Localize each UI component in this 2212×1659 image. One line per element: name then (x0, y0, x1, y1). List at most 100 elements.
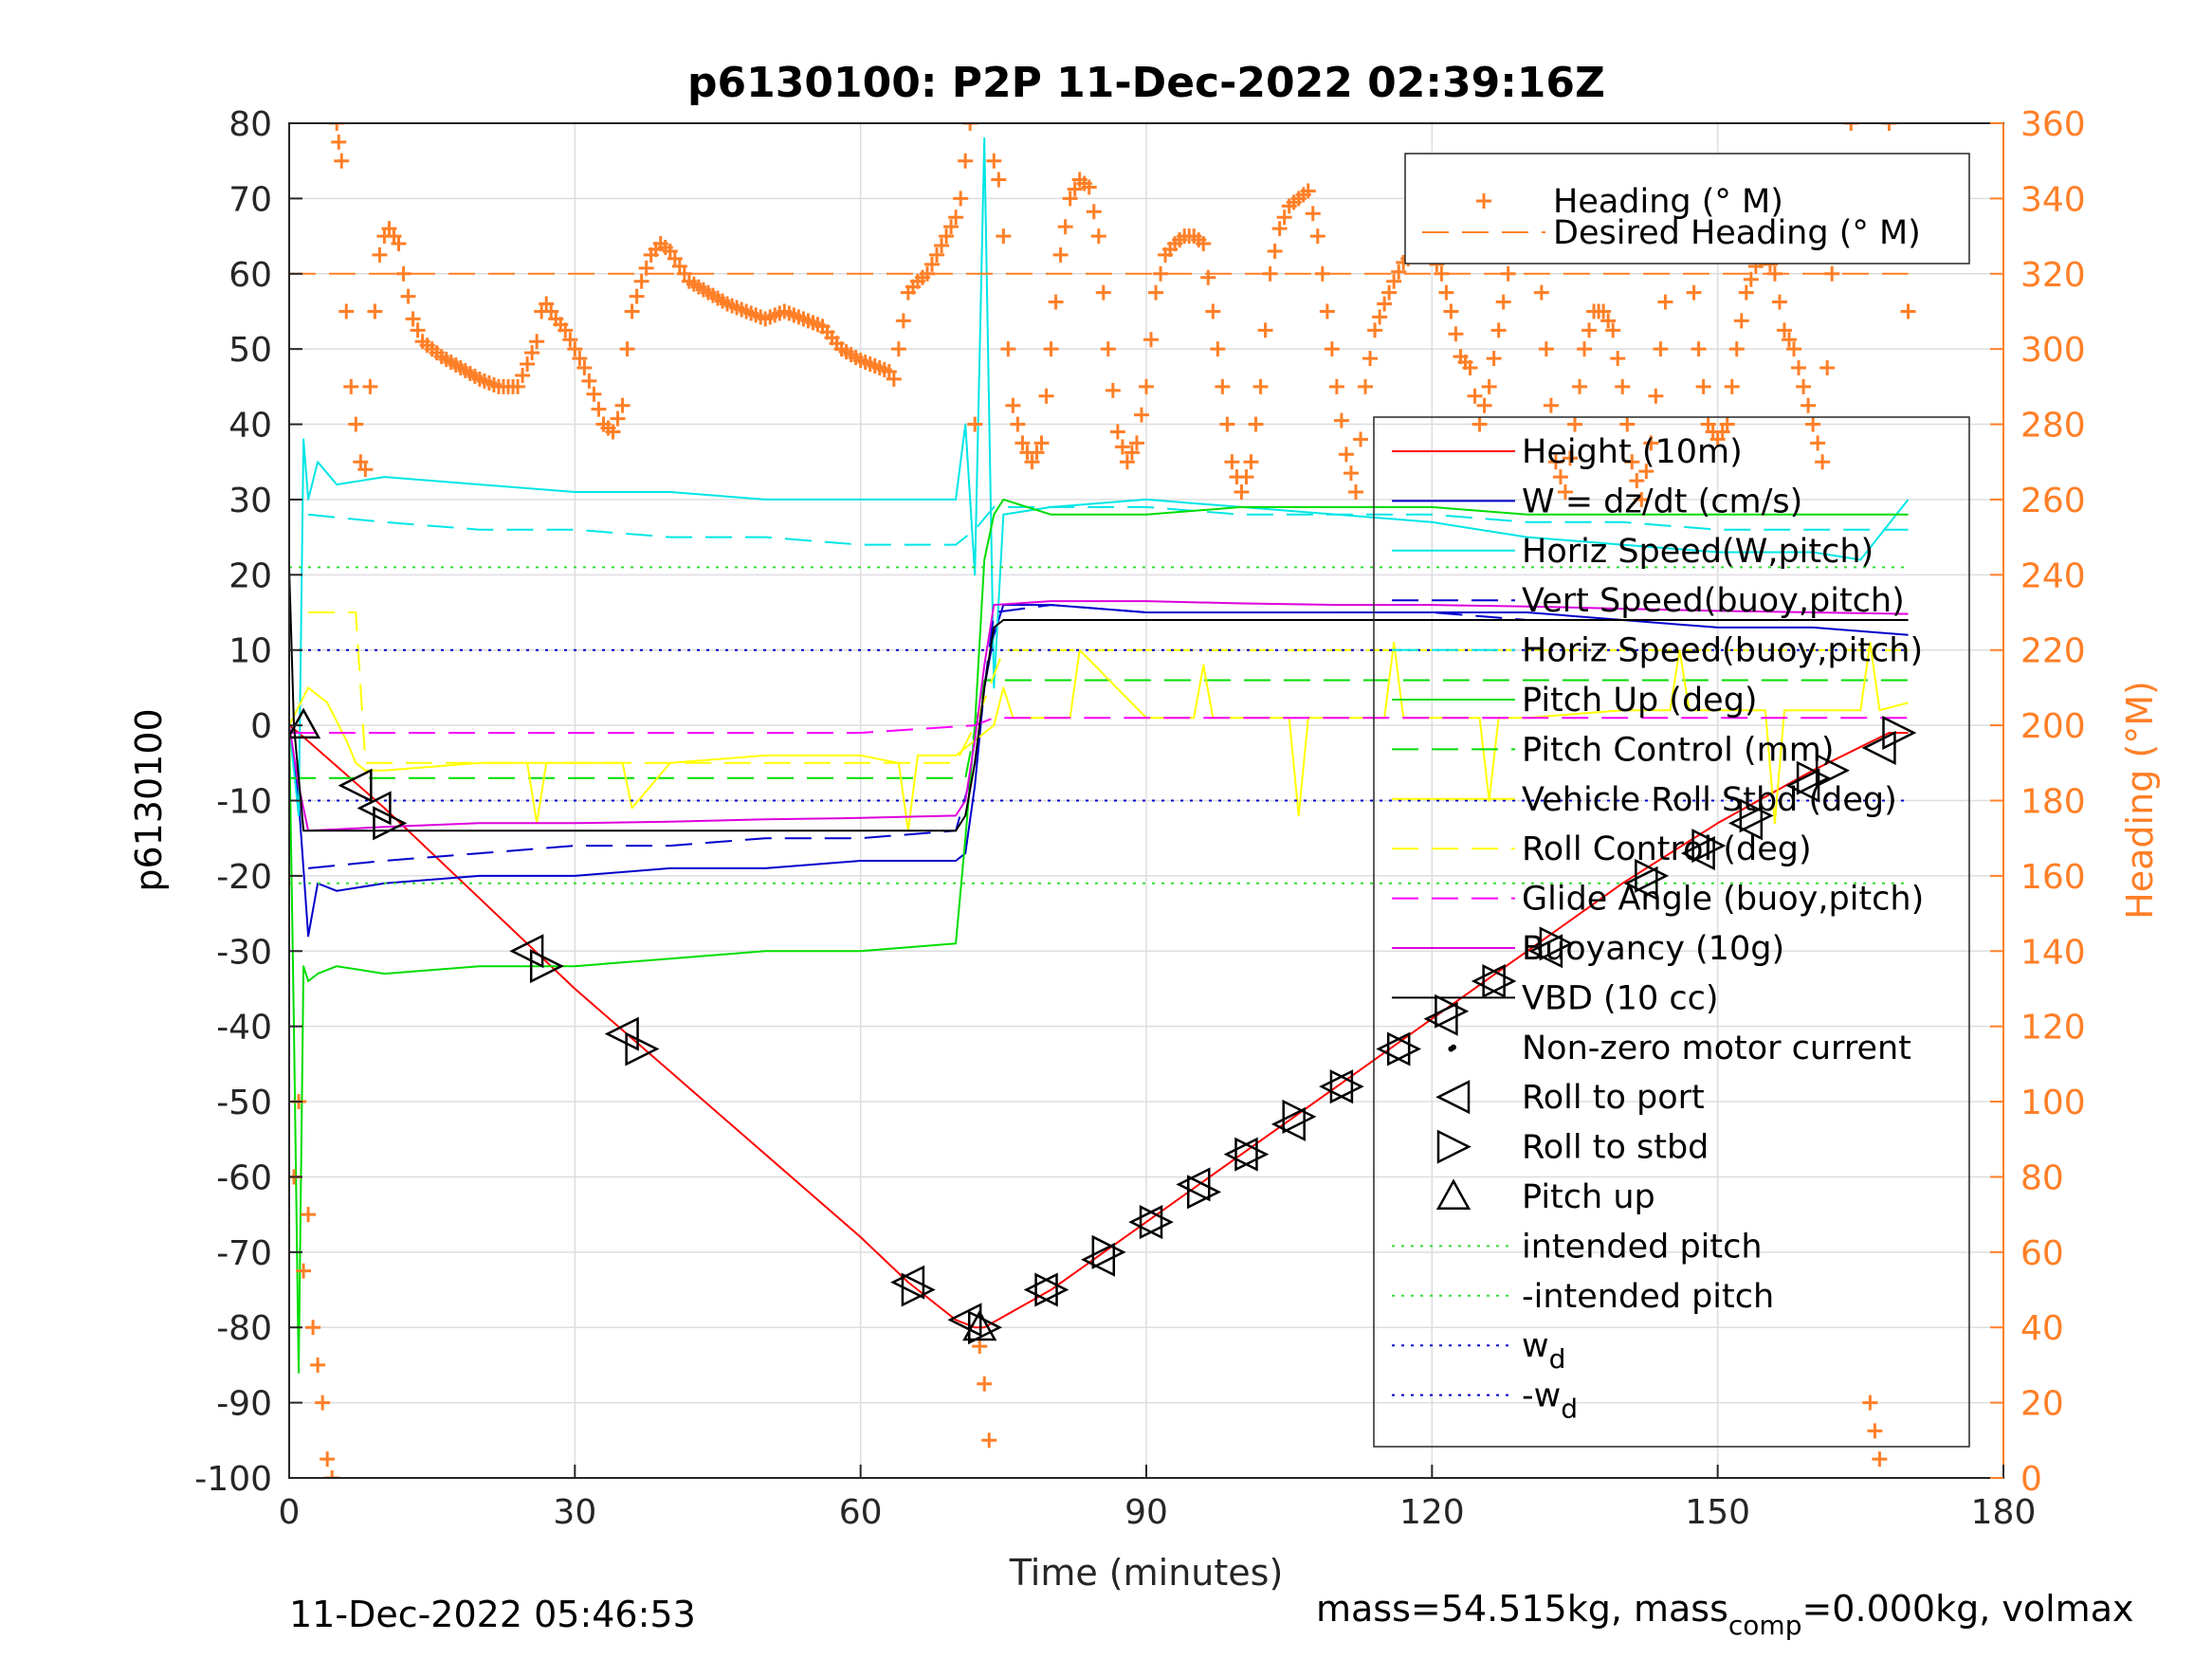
heading-point (1119, 454, 1135, 470)
heading-point (1262, 265, 1278, 282)
heading-point (605, 424, 621, 440)
x-tick-label: 0 (279, 1493, 301, 1532)
heading-point (1533, 284, 1549, 301)
x-tick-label: 60 (839, 1493, 883, 1532)
heading-point (1810, 435, 1826, 451)
y-ticks-left: -100-90-80-70-60-50-40-30-20-10010203040… (194, 105, 302, 1499)
heading-point (1367, 322, 1383, 338)
heading-point (1657, 294, 1673, 310)
heading-point (1786, 341, 1802, 357)
heading-point (1634, 491, 1650, 507)
legend-label-main: Height (10m) (1522, 433, 1743, 471)
heading-point (1638, 464, 1654, 480)
heading-point (1347, 484, 1363, 501)
heading-point (1443, 303, 1459, 319)
heading-point (1124, 445, 1140, 461)
legend-label: Desired Heading (° M) (1553, 214, 1921, 252)
heading-point (562, 332, 578, 348)
heading-point (939, 228, 955, 245)
heading-point (1843, 123, 1859, 131)
y-tick-label-right: 0 (2020, 1460, 2042, 1499)
series-left (289, 137, 1910, 1374)
y-tick-label-right: 320 (2020, 256, 2086, 295)
legend-label-main: Pitch Control (mm) (1522, 731, 1834, 769)
heading-point (1538, 341, 1554, 357)
legend-entry-roll-to-port-13: Roll to port (1435, 1079, 1705, 1117)
y-tick-label-left: -70 (216, 1234, 272, 1273)
heading-point (1048, 294, 1064, 310)
series-roll-control-deg (308, 611, 1909, 764)
legend-label-main: intended pitch (1522, 1228, 1763, 1266)
heading-point (581, 373, 597, 389)
legend-label: wd (1522, 1327, 1565, 1375)
heading-point (1343, 465, 1359, 482)
heading-point (1353, 431, 1368, 447)
heading-point (1434, 265, 1450, 282)
heading-point (1796, 378, 1812, 394)
heading-point (1581, 322, 1598, 338)
y-tick-label-right: 300 (2020, 331, 2086, 370)
legend-label-main: Roll to stbd (1522, 1129, 1709, 1167)
heading-point (310, 1357, 326, 1373)
legend-entry-glide-angle-buoy-pitch-9: Glide Angle (buoy,pitch) (1392, 881, 1924, 919)
heading-point (934, 238, 950, 254)
legend-label: Non-zero motor current (1522, 1030, 1911, 1067)
legend-heading-symbol (1476, 193, 1491, 209)
legend-entry-wd-18: wd (1392, 1327, 1565, 1375)
y-tick-label-left: -10 (216, 783, 272, 822)
x-tick-label: 90 (1124, 1493, 1168, 1532)
y-tick-label-right: 180 (2020, 783, 2086, 822)
roll-to-port-marker (1128, 1205, 1163, 1240)
y-tick-label-left: 60 (229, 256, 272, 295)
heading-point (1148, 284, 1164, 301)
roll-to-stbd-marker (1539, 926, 1574, 961)
roll-to-port-marker (1623, 866, 1658, 901)
legend-label-main: -w (1522, 1377, 1561, 1415)
legend-label: intended pitch (1522, 1228, 1763, 1266)
roll-to-stbd-marker (373, 806, 408, 841)
legend-entry-intended-pitch-17: -intended pitch (1392, 1278, 1774, 1316)
heading-point (943, 219, 960, 235)
heading-point (895, 313, 911, 329)
y-tick-label-left: -20 (216, 858, 272, 897)
roll-to-stbd-marker (1482, 964, 1517, 999)
roll-to-port-marker (1271, 1106, 1306, 1141)
heading-point (953, 191, 969, 207)
legend-entry-pitch-control-mm-6: Pitch Control (mm) (1392, 731, 1834, 769)
legend-label-main: Horiz Speed(buoy,pitch) (1522, 632, 1923, 670)
roll-to-port-marker (1080, 1242, 1116, 1277)
heading-point (1090, 228, 1106, 245)
roll-to-stbd-marker (1139, 1205, 1174, 1240)
legend-entry-roll-to-stbd-14: Roll to stbd (1436, 1129, 1709, 1167)
heading-point (529, 334, 545, 350)
y-tick-label-left: -30 (216, 933, 272, 972)
heading-point (1386, 273, 1402, 289)
heading-point (1467, 388, 1483, 404)
heading-point (972, 1339, 988, 1355)
heading-point (1867, 1423, 1883, 1439)
legend-entry-desired-heading: Desired Heading (° M) (1422, 214, 1921, 252)
y-tick-label-left: 50 (229, 331, 272, 370)
legend-label-main: Pitch up (1522, 1178, 1655, 1216)
roll-to-port-marker (1319, 1069, 1354, 1104)
roll-to-port-marker (1023, 1272, 1058, 1307)
heading-point (524, 345, 540, 361)
series-buoyancy-10g (289, 600, 1909, 832)
heading-point (1015, 435, 1031, 451)
legend-entry-w-dz-dt-cm-s-1: W = dz/dt (cm/s) (1392, 483, 1802, 520)
legend-label: Heading (° M) (1553, 183, 1783, 221)
heading-point (1324, 341, 1340, 357)
heading-point (886, 371, 902, 387)
heading-point (1605, 322, 1621, 338)
heading-point (1462, 360, 1478, 376)
heading-point (1086, 204, 1102, 220)
heading-point (1472, 416, 1488, 432)
roll-to-stbd-marker (1187, 1175, 1222, 1210)
heading-point (1010, 416, 1026, 432)
heading-point (558, 322, 574, 338)
heading-point (1029, 445, 1045, 461)
legend-label: Pitch Control (mm) (1522, 731, 1834, 769)
legend-label-main: w (1522, 1327, 1549, 1365)
legend-symbol (1435, 1178, 1472, 1211)
legend-entry-non-zero-motor-current-12: Non-zero motor current (1451, 1030, 1911, 1067)
